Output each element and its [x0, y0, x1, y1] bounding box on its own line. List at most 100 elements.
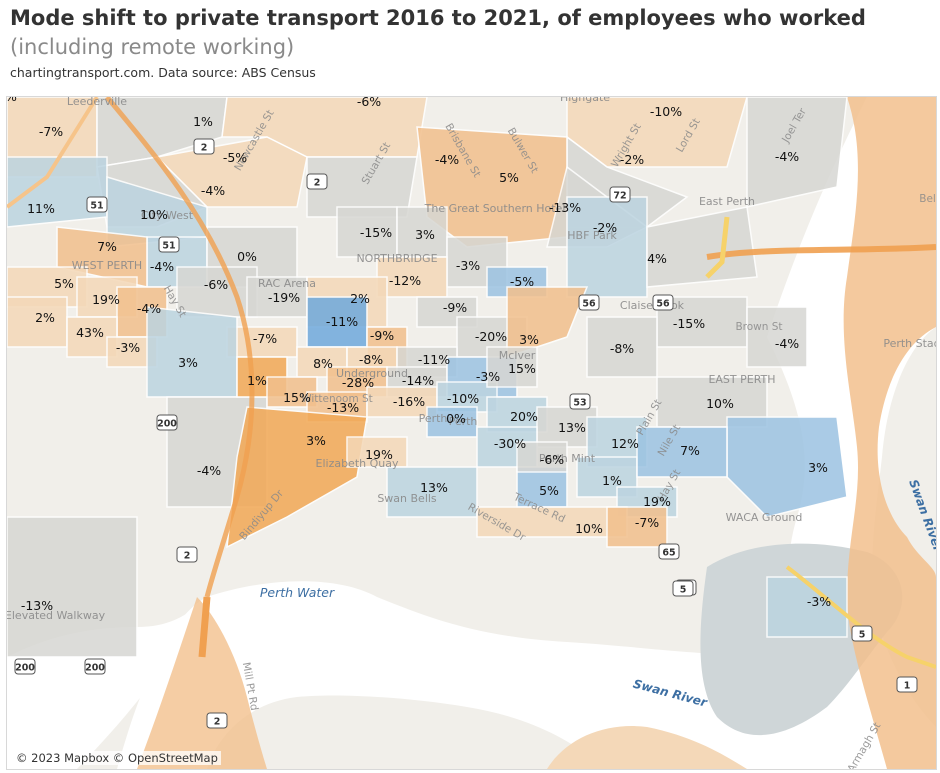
zone-value-label[interactable]: 20% [510, 409, 538, 424]
zone-area[interactable] [636, 426, 728, 478]
zone-value-label[interactable]: -16% [393, 394, 425, 409]
zone-value-label[interactable]: -3% [116, 340, 140, 355]
zone-value-label[interactable]: 11% [27, 201, 55, 216]
zone-value-label[interactable]: 3% [519, 332, 539, 347]
zone-value-label[interactable]: -2% [620, 152, 644, 167]
zone-value-label[interactable]: -7% [253, 331, 277, 346]
zone-value-label[interactable]: 13% [420, 480, 448, 495]
zone-value-label[interactable]: 5% [7, 97, 17, 104]
zone-value-label[interactable]: 3% [306, 433, 326, 448]
road-west [7, 97, 99, 209]
zone-value-label[interactable]: 2% [350, 291, 370, 306]
zone-value-label[interactable]: -5% [510, 274, 534, 289]
map-attribution[interactable]: © 2023 Mapbox © OpenStreetMap [13, 751, 221, 765]
zone-area[interactable] [416, 126, 568, 248]
zone-value-label[interactable]: -4% [435, 152, 459, 167]
zone-value-label[interactable]: -10% [650, 104, 682, 119]
place-label: RAC Arena [258, 277, 316, 290]
zone-value-label[interactable]: -5% [223, 150, 247, 165]
zone-value-label[interactable]: 4% [647, 251, 667, 266]
zone-value-label[interactable]: -10% [447, 391, 479, 406]
zone-value-label[interactable]: -28% [342, 375, 374, 390]
zone-area[interactable] [226, 406, 368, 549]
zone-value-label[interactable]: -6% [357, 97, 381, 109]
zone-value-label[interactable]: -3% [476, 369, 500, 384]
zone-value-label[interactable]: -30% [494, 436, 526, 451]
zone-value-label[interactable]: 3% [415, 227, 435, 242]
zone-area[interactable] [7, 156, 108, 228]
zone-value-label[interactable]: -13% [549, 200, 581, 215]
zone-value-label[interactable]: 19% [643, 494, 671, 509]
zone-value-label[interactable]: -9% [443, 300, 467, 315]
zone-area[interactable] [746, 97, 848, 208]
zone-value-label[interactable]: -4% [197, 463, 221, 478]
zone-value-label[interactable]: -15% [360, 225, 392, 240]
zone-value-label[interactable]: -3% [456, 258, 480, 273]
zone-value-label[interactable]: -19% [268, 290, 300, 305]
zone-value-label[interactable]: -14% [402, 373, 434, 388]
zone-value-label[interactable]: 7% [97, 239, 117, 254]
zone-value-label[interactable]: 8% [313, 356, 333, 371]
zone-value-label[interactable]: -15% [673, 316, 705, 331]
zone-area[interactable] [516, 441, 568, 473]
zone-value-label[interactable]: -8% [359, 352, 383, 367]
zone-value-label[interactable]: -9% [370, 328, 394, 343]
zone-value-label[interactable]: 3% [178, 355, 198, 370]
zone-value-label[interactable]: 0% [237, 249, 257, 264]
zone-value-label[interactable]: 1% [193, 114, 213, 129]
zone-area[interactable] [96, 97, 228, 168]
zone-area[interactable] [506, 286, 589, 359]
choropleth-map[interactable]: Perth Water Swan River Swan River Leedervil… [6, 96, 937, 770]
zone-value-label[interactable]: 12% [611, 436, 639, 451]
road-shield-number: 2 [184, 551, 191, 562]
chart-subtitle: chartingtransport.com. Data source: ABS … [10, 65, 316, 80]
zone-value-label[interactable]: 10% [140, 207, 168, 222]
zone-value-label[interactable]: 1% [602, 473, 622, 488]
zone-value-label[interactable]: 19% [92, 292, 120, 307]
zone-value-label[interactable]: -6% [204, 277, 228, 292]
zone-value-label[interactable]: -11% [418, 352, 450, 367]
zone-value-label[interactable]: 15% [508, 361, 536, 376]
zone-value-label[interactable]: 7% [680, 443, 700, 458]
road-shield [14, 658, 36, 675]
zone-value-label[interactable]: -2% [593, 220, 617, 235]
zone-value-label[interactable]: -6% [540, 452, 564, 467]
zone-value-label[interactable]: 0% [446, 411, 466, 426]
zone-value-label[interactable]: 5% [54, 276, 74, 291]
zone-value-label[interactable]: -11% [326, 314, 358, 329]
zone-value-label[interactable]: -13% [21, 598, 53, 613]
place-label: WACA Ground [726, 511, 803, 524]
zone-value-label[interactable]: 43% [76, 325, 104, 340]
zone-value-label[interactable]: 10% [575, 521, 603, 536]
zone-value-label[interactable]: -20% [475, 329, 507, 344]
zone-value-label[interactable]: -8% [610, 341, 634, 356]
zone-value-label[interactable]: 2% [35, 310, 55, 325]
zone-area[interactable] [766, 576, 848, 638]
zone-value-label[interactable]: -7% [635, 515, 659, 530]
zone-area[interactable] [646, 206, 758, 288]
zone-value-label[interactable]: -4% [137, 301, 161, 316]
zone-area[interactable] [486, 346, 538, 388]
zone-area[interactable] [146, 306, 238, 398]
zone-area[interactable] [176, 266, 258, 318]
zone-value-label[interactable]: 5% [499, 170, 519, 185]
zone-value-label[interactable]: -7% [39, 124, 63, 139]
zone-area[interactable] [7, 516, 138, 658]
zone-value-label[interactable]: 19% [365, 447, 393, 462]
zone-value-label[interactable]: -4% [150, 259, 174, 274]
zone-area[interactable] [746, 306, 808, 368]
zone-value-label[interactable]: 10% [706, 396, 734, 411]
zone-value-label[interactable]: 3% [808, 460, 828, 475]
zone-value-label[interactable]: -4% [775, 149, 799, 164]
zone-value-label[interactable]: -4% [201, 183, 225, 198]
zone-value-label[interactable]: -3% [807, 594, 831, 609]
zone-value-label[interactable]: -12% [389, 273, 421, 288]
zone-value-label[interactable]: 13% [558, 420, 586, 435]
zone-value-label[interactable]: 1% [247, 373, 267, 388]
zone-area[interactable] [566, 97, 748, 168]
zone-value-label[interactable]: 5% [539, 483, 559, 498]
zone-value-label[interactable]: 15% [283, 390, 311, 405]
zone-value-label[interactable]: -4% [775, 336, 799, 351]
zone-value-label[interactable]: -13% [327, 400, 359, 415]
